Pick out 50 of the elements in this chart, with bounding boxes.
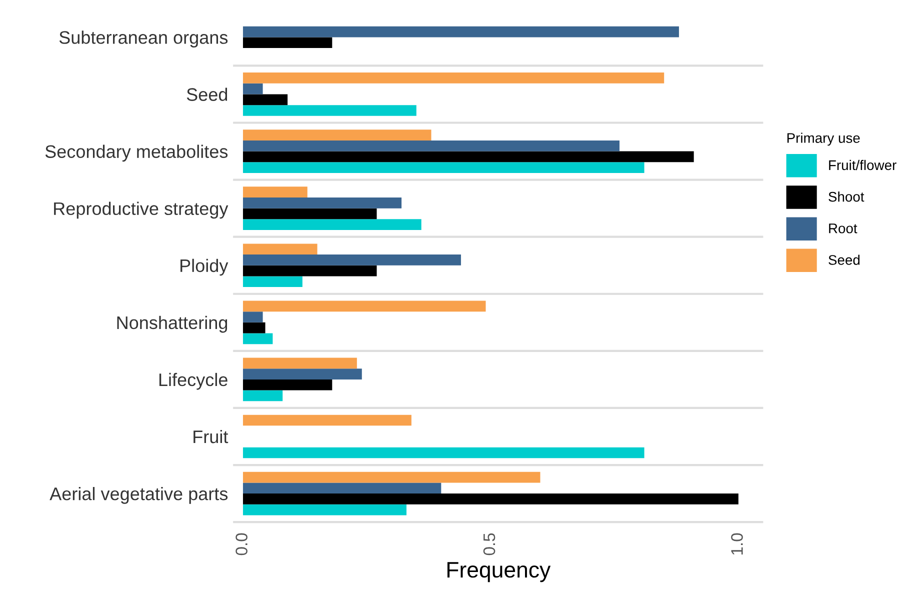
bar xyxy=(242,379,332,390)
y-tick-label: Lifecycle xyxy=(159,372,228,390)
bar xyxy=(242,105,416,116)
bar xyxy=(242,414,412,426)
bar xyxy=(242,368,362,380)
bar xyxy=(242,94,288,106)
x-tick-label: 0.0 xyxy=(236,533,248,556)
y-tick-label: Seed xyxy=(186,88,228,101)
bar xyxy=(242,219,422,230)
x-tick-label: 1.0 xyxy=(731,533,743,555)
legend-label: Fruit/flower xyxy=(829,160,896,170)
y-tick-label: Ploidy xyxy=(180,258,228,276)
bar xyxy=(242,265,377,276)
bar xyxy=(242,26,679,38)
y-tick-label: Fruit xyxy=(194,430,228,444)
bar xyxy=(242,140,620,152)
bar xyxy=(242,276,302,288)
legend-label: Root xyxy=(829,224,858,234)
bar xyxy=(242,300,486,312)
bar xyxy=(242,447,644,458)
y-tick-label: Subterranean organs xyxy=(59,30,228,48)
bar xyxy=(242,322,266,334)
legend-label: Seed xyxy=(828,254,860,265)
bar xyxy=(242,254,461,266)
bar xyxy=(242,162,644,173)
bar xyxy=(242,312,263,322)
bar xyxy=(242,494,738,504)
bar xyxy=(242,504,406,516)
bar xyxy=(242,83,263,94)
bar xyxy=(242,482,442,494)
bar xyxy=(242,333,273,344)
y-tick-label: Reproductive strategy xyxy=(54,202,228,219)
bar xyxy=(242,197,402,208)
bar xyxy=(242,186,308,198)
bar xyxy=(242,72,664,84)
bar xyxy=(242,208,377,220)
legend-title: Primary use xyxy=(787,132,860,146)
bar xyxy=(242,244,318,255)
x-tick-label: 0.5 xyxy=(483,533,496,556)
legend-label: Shoot xyxy=(828,192,864,202)
bar xyxy=(242,151,694,162)
y-tick-label: Secondary metabolites xyxy=(45,144,228,162)
bar xyxy=(242,472,540,483)
bar xyxy=(242,37,332,48)
x-axis-title: Frequency xyxy=(447,562,551,582)
bar xyxy=(242,390,283,402)
y-tick-label: Aerial vegetative parts xyxy=(50,487,228,504)
y-tick-label: Nonshattering xyxy=(117,316,228,333)
bar xyxy=(242,358,357,369)
bar xyxy=(242,130,432,140)
